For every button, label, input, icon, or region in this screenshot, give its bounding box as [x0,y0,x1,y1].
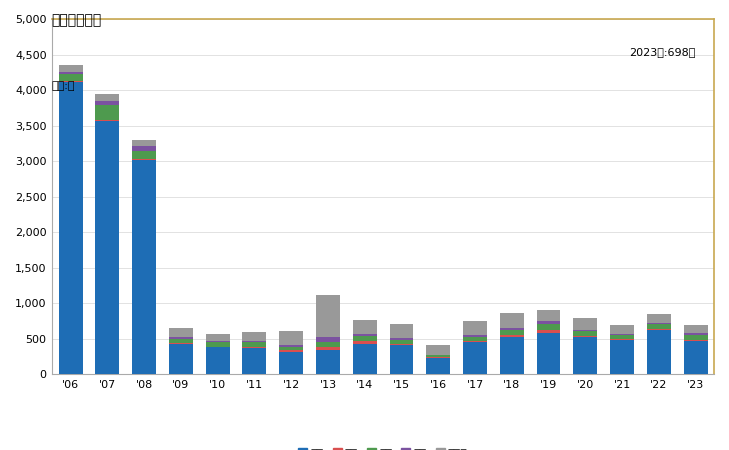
Bar [58,81,82,374]
Bar [206,334,230,341]
Bar [463,342,487,374]
Bar [169,328,192,338]
Bar [500,337,523,374]
Bar [463,337,487,341]
Bar [95,105,120,120]
Bar [279,331,303,345]
Bar [169,343,192,344]
Bar [500,313,523,328]
Bar [132,151,156,159]
Bar [206,341,230,342]
Bar [132,161,156,374]
Bar [389,340,413,344]
Bar [353,336,377,341]
Bar [684,341,708,374]
Bar [279,345,303,347]
Bar [279,352,303,374]
Bar [647,329,671,330]
Bar [95,121,120,374]
Bar [647,323,671,324]
Text: 輸入量の推移: 輸入量の推移 [51,14,101,27]
Bar [574,330,597,331]
Bar [610,334,634,335]
Bar [647,330,671,374]
Bar [316,350,340,374]
Legend: 中国, タイ, 台湾, 韓国, その他: 中国, タイ, 台湾, 韓国, その他 [294,444,472,450]
Bar [684,325,708,333]
Bar [537,330,561,333]
Bar [463,321,487,335]
Bar [389,345,413,374]
Bar [684,333,708,335]
Bar [206,346,230,347]
Bar [463,335,487,337]
Bar [169,339,192,343]
Text: 2023年:698台: 2023年:698台 [629,47,695,58]
Bar [426,358,451,374]
Bar [353,334,377,336]
Bar [610,325,634,334]
Bar [426,345,451,355]
Bar [647,324,671,329]
Bar [206,342,230,346]
Bar [243,341,266,342]
Bar [58,65,82,72]
Bar [684,340,708,341]
Bar [574,331,597,336]
Bar [243,332,266,341]
Bar [537,310,561,321]
Bar [279,346,303,350]
Bar [684,335,708,340]
Bar [316,346,340,350]
Bar [353,320,377,334]
Bar [537,321,561,324]
Bar [389,338,413,340]
Bar [389,344,413,345]
Bar [95,101,120,105]
Bar [169,338,192,339]
Bar [316,295,340,338]
Bar [610,335,634,339]
Bar [353,341,377,344]
Bar [95,120,120,121]
Bar [279,350,303,352]
Bar [463,341,487,342]
Bar [206,347,230,374]
Bar [574,336,597,338]
Bar [95,94,120,101]
Bar [500,328,523,330]
Bar [389,324,413,338]
Bar [243,346,266,348]
Bar [574,318,597,330]
Bar [500,330,523,335]
Bar [353,344,377,374]
Bar [610,339,634,340]
Bar [426,357,451,358]
Bar [316,342,340,346]
Bar [500,335,523,337]
Bar [132,159,156,161]
Bar [647,314,671,323]
Text: 単位:台: 単位:台 [51,81,74,91]
Bar [169,344,192,374]
Bar [58,72,82,74]
Bar [316,338,340,342]
Bar [132,146,156,151]
Bar [58,74,82,81]
Bar [537,333,561,374]
Bar [426,355,451,357]
Bar [537,324,561,330]
Bar [610,340,634,374]
Bar [243,342,266,346]
Bar [243,348,266,374]
Bar [574,338,597,374]
Bar [132,140,156,146]
